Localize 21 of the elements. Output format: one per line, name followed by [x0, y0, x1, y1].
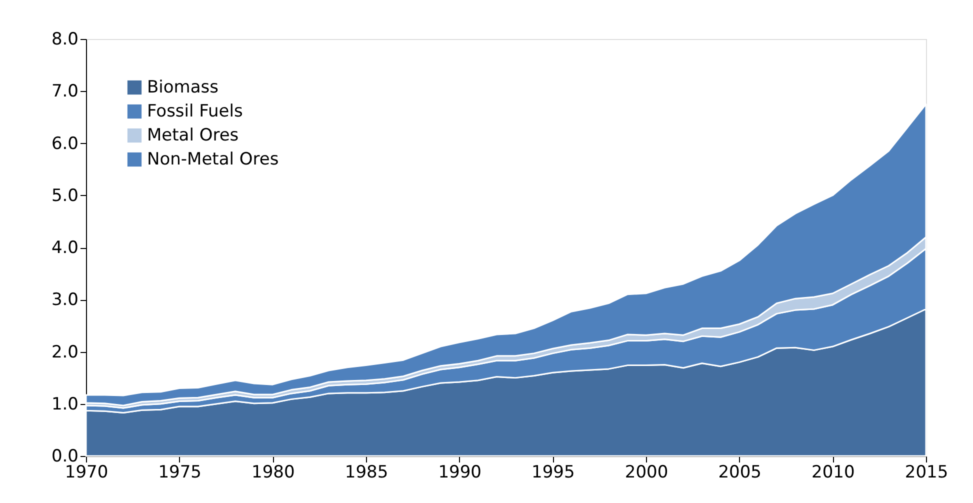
y-tick-label: 5.0	[51, 186, 78, 206]
x-tick-label: 1995	[532, 462, 575, 482]
legend-label: Non-Metal Ores	[147, 150, 279, 170]
y-tick-label: 7.0	[51, 82, 78, 102]
x-tick-label: 2000	[624, 462, 668, 482]
x-tick-label: 2015	[904, 462, 948, 482]
x-tick-label: 1980	[252, 462, 295, 482]
x-tick-label: 2010	[812, 462, 855, 482]
y-tick-label: 6.0	[51, 134, 78, 154]
legend-label: Biomass	[147, 78, 219, 98]
x-tick-label: 1985	[344, 462, 388, 482]
legend-label: Metal Ores	[147, 126, 239, 146]
x-tick-label: 1990	[438, 462, 482, 482]
y-tick-label: 1.0	[51, 394, 78, 414]
y-tick-label: 4.0	[51, 238, 78, 258]
y-tick-label: 2.0	[51, 342, 78, 362]
x-tick-label: 1975	[158, 462, 202, 482]
y-tick-label: 8.0	[51, 30, 78, 50]
x-tick-label: 2005	[718, 462, 762, 482]
legend-label: Fossil Fuels	[147, 102, 243, 122]
y-tick-label: 3.0	[51, 290, 78, 310]
